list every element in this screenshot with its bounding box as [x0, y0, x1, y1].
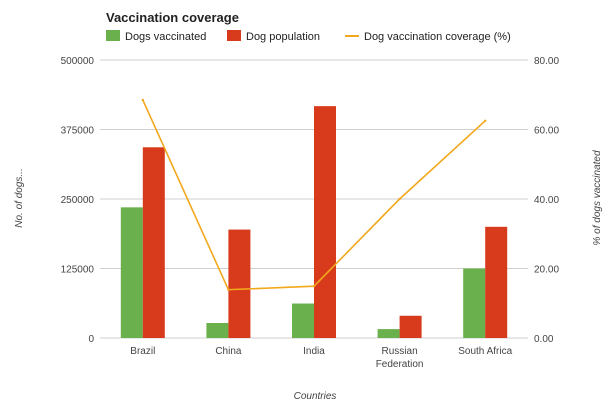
coverage-point-4	[484, 119, 487, 123]
bar-dog-population-1	[228, 229, 251, 338]
bar-dogs-vaccinated-3	[377, 329, 400, 338]
x-tick-2: India	[303, 346, 325, 357]
left-axis-ticks: 0 125000 250000 375000 500000	[61, 56, 95, 345]
x-tick-0: Brazil	[130, 346, 155, 357]
y-right-tick-2: 40.00	[534, 195, 559, 206]
chart-title: Vaccination coverage	[106, 10, 239, 25]
y-axis-left-label: No. of dogs...	[14, 168, 25, 227]
bar-dog-population-0	[142, 147, 165, 338]
x-tick-4: South Africa	[458, 346, 512, 357]
y-right-tick-3: 60.00	[534, 126, 559, 137]
legend-label-1: Dog population	[246, 31, 320, 43]
x-tick-3-line-1: Federation	[376, 359, 424, 370]
y-right-tick-1: 20.00	[534, 265, 559, 276]
legend-label-2: Dog vaccination coverage (%)	[364, 31, 511, 43]
y-left-tick-4: 500000	[61, 56, 95, 67]
bar-dogs-vaccinated-0	[120, 207, 143, 338]
bar-dogs-vaccinated-4	[463, 268, 486, 338]
legend-swatch-0	[106, 30, 120, 41]
legend-swatch-1	[227, 30, 241, 41]
y-left-tick-2: 250000	[61, 195, 95, 206]
y-axis-right-label: % of dogs vaccinated	[592, 150, 603, 245]
coverage-point-3	[398, 197, 401, 201]
legend-label-0: Dogs vaccinated	[125, 31, 206, 43]
bars	[120, 106, 508, 338]
legend: Dogs vaccinated Dog population Dog vaccina…	[106, 30, 511, 43]
bar-dog-population-4	[485, 226, 508, 338]
bar-dog-population-2	[314, 106, 336, 338]
x-tick-1: China	[215, 346, 242, 357]
bar-dog-population-3	[399, 315, 422, 338]
right-axis-ticks: 0.00 20.00 40.00 60.00 80.00	[534, 56, 559, 345]
y-right-tick-0: 0.00	[534, 334, 554, 345]
x-tick-3-line-0: Russian	[382, 346, 418, 357]
category-labels: Brazil China India Russian Federation South A…	[130, 346, 512, 370]
coverage-line-layer	[141, 98, 487, 291]
y-left-tick-3: 375000	[61, 126, 95, 137]
coverage-point-0	[141, 98, 144, 102]
y-right-tick-4: 80.00	[534, 56, 559, 67]
coverage-point-2	[312, 285, 316, 288]
y-left-tick-1: 125000	[61, 265, 95, 276]
y-left-tick-0: 0	[88, 334, 94, 345]
bar-dogs-vaccinated-2	[292, 303, 314, 338]
bar-dogs-vaccinated-1	[206, 322, 229, 338]
coverage-point-1	[227, 288, 230, 291]
x-axis-label: Countries	[294, 391, 337, 401]
